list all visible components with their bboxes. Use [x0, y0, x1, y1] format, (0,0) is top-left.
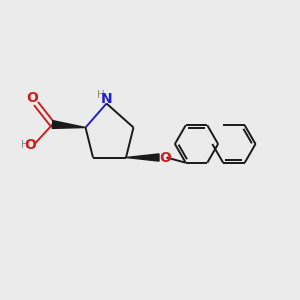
Polygon shape: [126, 154, 159, 161]
Polygon shape: [52, 121, 86, 128]
Text: O: O: [159, 151, 171, 164]
Text: O: O: [24, 138, 36, 152]
Text: H: H: [21, 140, 29, 151]
Text: O: O: [26, 91, 38, 105]
Text: H: H: [97, 90, 105, 100]
Text: N: N: [101, 92, 112, 106]
